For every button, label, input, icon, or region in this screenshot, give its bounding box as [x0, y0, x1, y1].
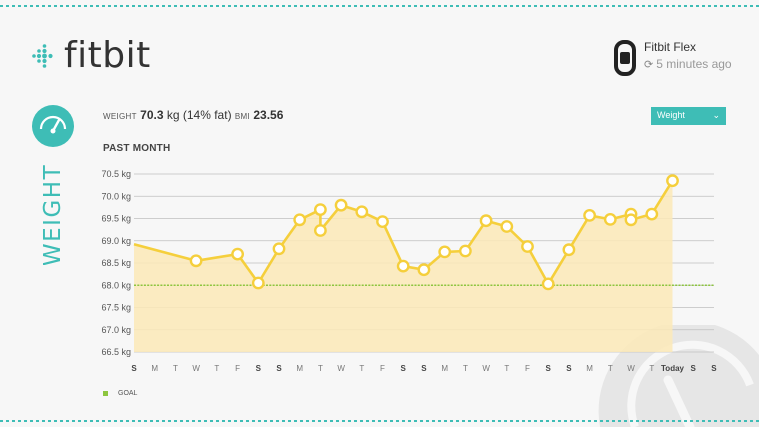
x-tick-label: T	[359, 364, 364, 373]
x-tick-label: S	[256, 364, 262, 373]
y-tick-label: 69.0 kg	[101, 236, 131, 246]
data-point	[479, 214, 493, 228]
metric-dropdown[interactable]: Weight ⌄	[651, 107, 726, 125]
data-point	[396, 259, 410, 273]
bmi-value: 23.56	[253, 108, 284, 122]
x-tick-label: T	[649, 364, 654, 373]
wristband-icon	[614, 40, 636, 76]
data-point	[313, 203, 327, 217]
data-point	[458, 244, 472, 258]
x-tick-label: S	[421, 364, 427, 373]
data-point	[272, 242, 286, 256]
x-tick-label: M	[586, 364, 593, 373]
data-point	[417, 263, 431, 277]
x-tick-label: F	[525, 364, 530, 373]
data-point	[334, 198, 348, 212]
data-point	[645, 207, 659, 221]
x-tick-label: S	[401, 364, 407, 373]
scale-gauge-icon	[32, 105, 74, 147]
x-tick-label: F	[235, 364, 240, 373]
x-tick-label: M	[151, 364, 158, 373]
y-tick-label: 66.5 kg	[101, 347, 131, 357]
x-tick-label: W	[627, 364, 635, 373]
chart-legend: GOAL	[103, 390, 137, 397]
page-title: WEIGHT	[40, 165, 66, 265]
x-tick-label: F	[380, 364, 385, 373]
fat-percent: (14% fat)	[182, 108, 232, 122]
fitbit-dots-icon	[32, 44, 53, 68]
chevron-down-icon: ⌄	[712, 110, 720, 120]
device-name: Fitbit Flex	[644, 40, 697, 54]
x-tick-label: T	[214, 364, 219, 373]
data-point	[500, 220, 514, 233]
data-point	[624, 213, 638, 227]
data-point	[293, 213, 307, 227]
data-point	[355, 205, 369, 219]
data-point	[603, 212, 617, 226]
x-tick-label: T	[608, 364, 613, 373]
x-tick-label: T	[463, 364, 468, 373]
top-dashed-border	[0, 5, 759, 7]
device-status[interactable]: Fitbit Flex ⟳ 5 minutes ago	[612, 40, 732, 76]
x-tick-label: W	[337, 364, 345, 373]
fitbit-logo: fitbit	[30, 38, 151, 74]
goal-legend-label: GOAL	[118, 390, 138, 397]
x-tick-label: W	[482, 364, 490, 373]
brand-name: fitbit	[64, 35, 151, 76]
x-tick-label: S	[566, 364, 572, 373]
page-title-vertical: WEIGHT	[40, 165, 66, 265]
sync-icon[interactable]: ⟳	[644, 59, 654, 71]
data-point	[521, 240, 534, 253]
x-tick-label: S	[276, 364, 282, 373]
weight-summary: WEIGHT 70.3 kg (14% fat) BMI 23.56	[103, 108, 283, 122]
data-point	[583, 208, 596, 222]
data-point	[666, 174, 679, 188]
y-tick-label: 68.0 kg	[101, 280, 131, 290]
x-tick-label: W	[192, 364, 200, 373]
x-tick-label: T	[504, 364, 509, 373]
y-tick-label: 69.5 kg	[101, 214, 131, 224]
metric-selected-value: Weight	[657, 110, 685, 120]
data-point	[251, 276, 265, 290]
x-tick-label: M	[441, 364, 448, 373]
y-tick-label: 67.5 kg	[101, 303, 131, 313]
goal-legend-swatch	[103, 391, 108, 396]
sync-time: 5 minutes ago	[656, 57, 732, 71]
bottom-dashed-border	[0, 420, 759, 422]
data-point	[313, 224, 327, 237]
data-point	[562, 243, 576, 257]
bmi-label: BMI	[234, 112, 251, 121]
x-tick-label: T	[318, 364, 323, 373]
data-point	[376, 215, 389, 229]
weight-value: 70.3	[140, 108, 164, 122]
data-point	[189, 254, 203, 268]
y-tick-label: 70.0 kg	[101, 191, 131, 201]
y-tick-label: 67.0 kg	[101, 325, 131, 335]
section-title: PAST MONTH	[103, 143, 171, 154]
data-point	[231, 247, 245, 261]
y-tick-label: 70.5 kg	[101, 169, 131, 179]
x-tick-label: S	[691, 364, 697, 373]
weight-label: WEIGHT	[103, 112, 137, 121]
x-tick-label: T	[173, 364, 178, 373]
x-tick-label: Today	[661, 364, 685, 373]
weight-unit: kg	[166, 108, 180, 122]
x-tick-label: M	[296, 364, 303, 373]
x-tick-label: S	[711, 364, 717, 373]
data-point	[438, 245, 452, 259]
x-tick-label: S	[546, 364, 552, 373]
data-point	[541, 277, 555, 291]
y-tick-label: 68.5 kg	[101, 258, 131, 268]
x-tick-label: S	[131, 364, 137, 373]
